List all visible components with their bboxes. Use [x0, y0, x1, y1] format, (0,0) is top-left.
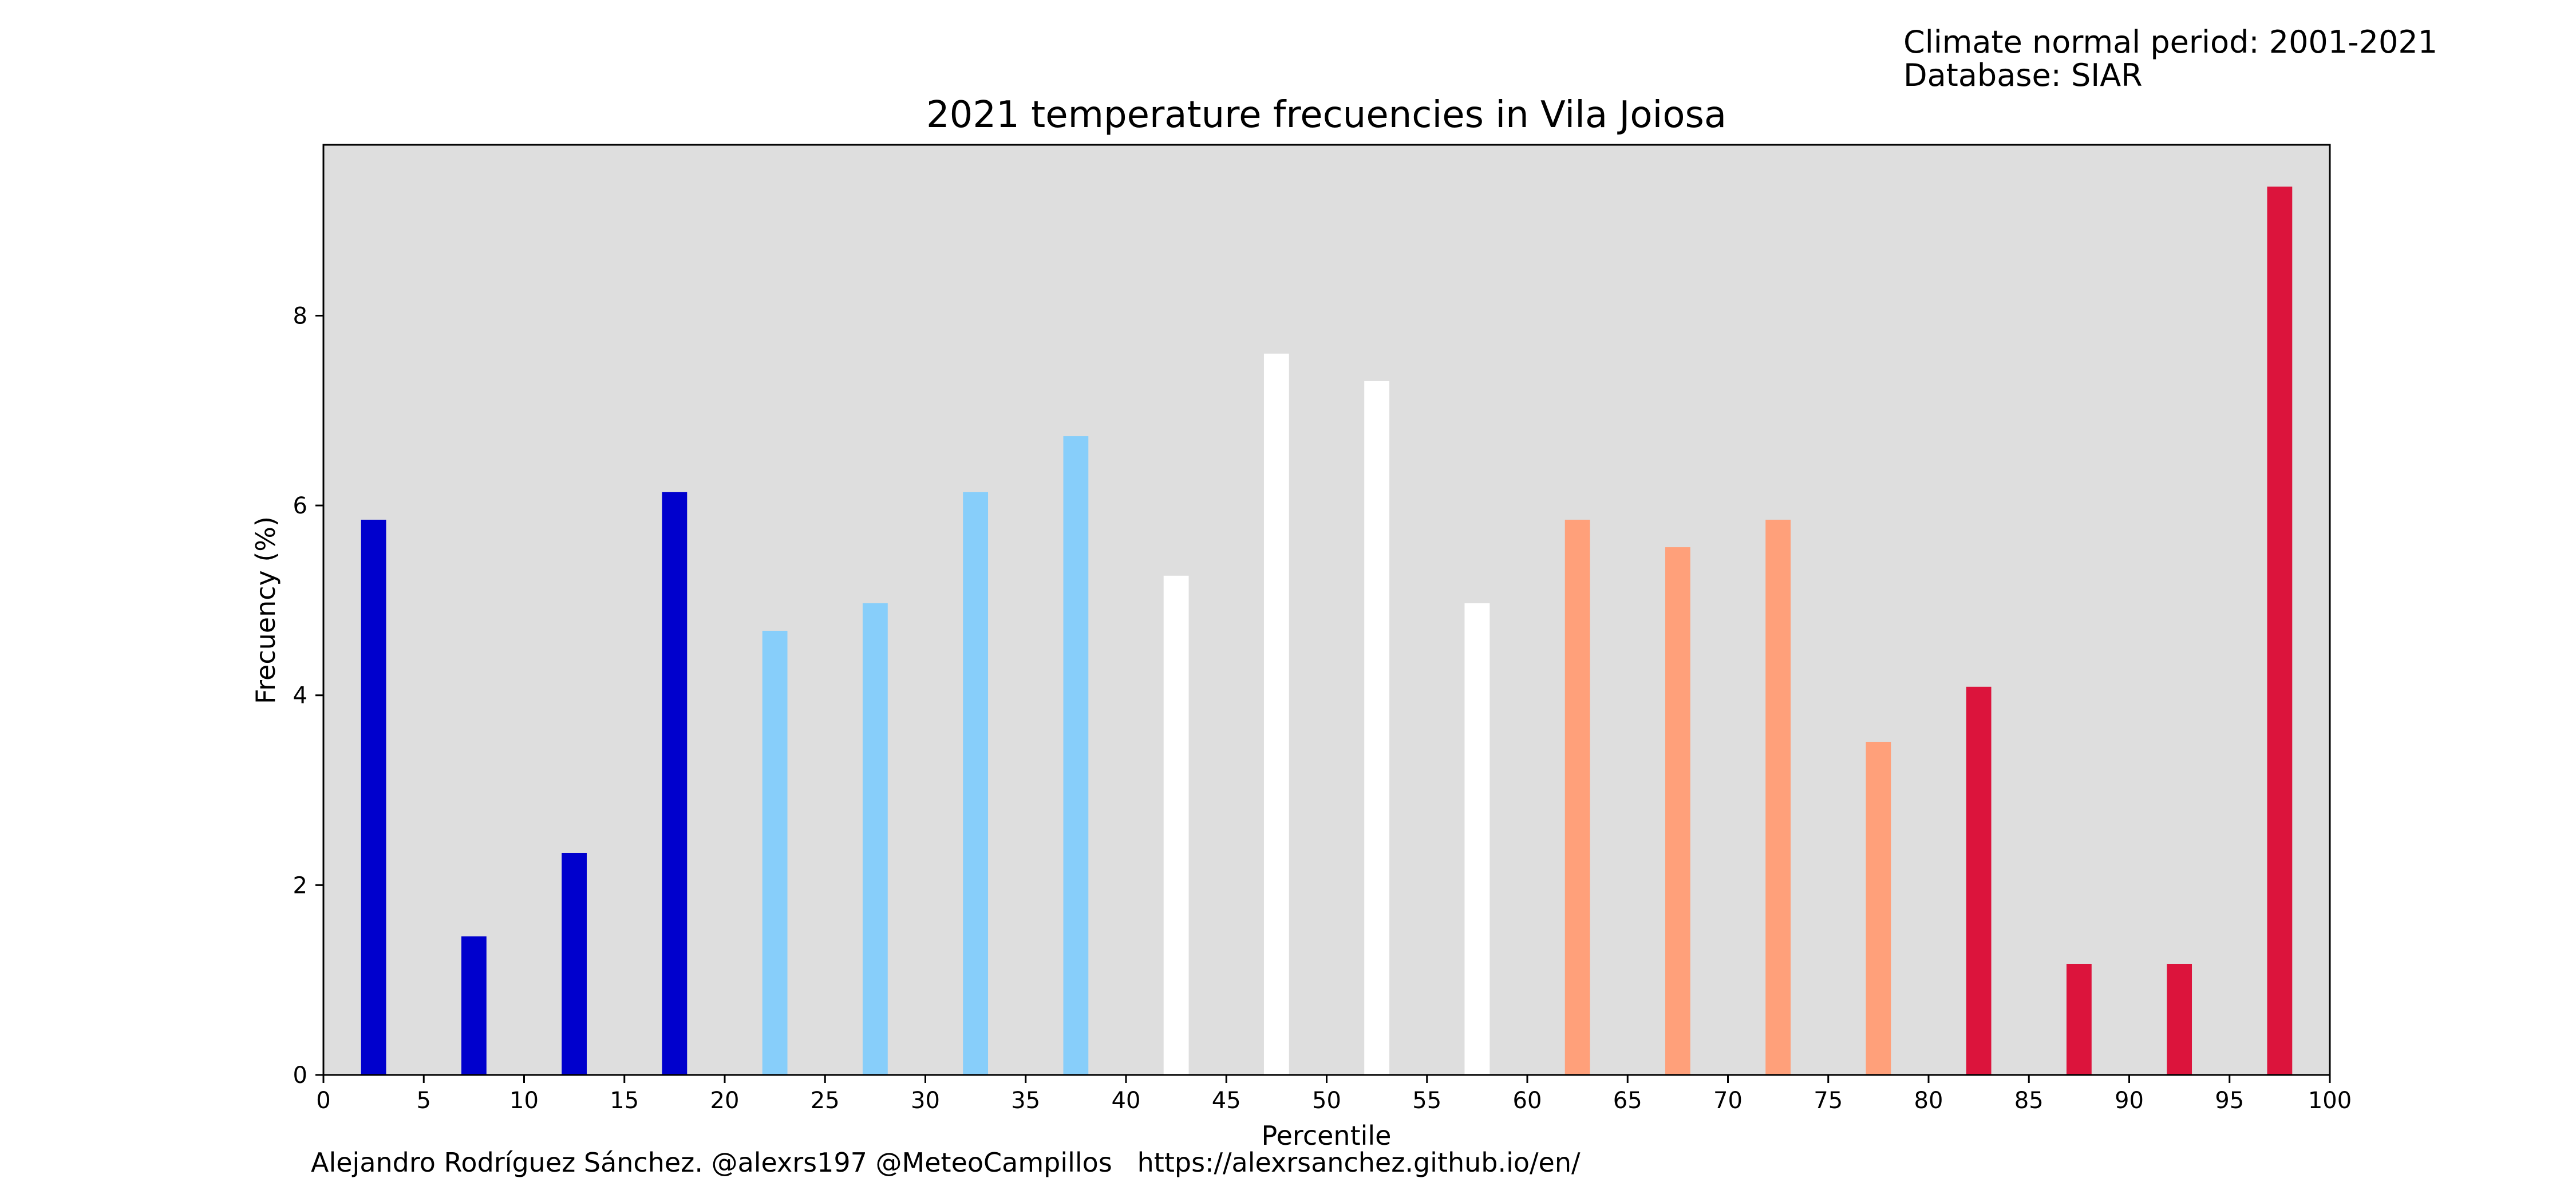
- x-tick-label: 60: [1513, 1088, 1542, 1114]
- x-tick-label: 70: [1713, 1088, 1743, 1114]
- y-tick-label: 4: [293, 683, 307, 709]
- bar-percentile-47.5: [1263, 353, 1289, 1075]
- bars-group: [361, 186, 2293, 1076]
- x-tick-label: 65: [1613, 1088, 1642, 1114]
- bar-percentile-97.5: [2267, 186, 2293, 1075]
- y-axis: 0 2 4 6 8: [293, 303, 323, 1089]
- x-tick-label: 30: [911, 1088, 940, 1114]
- x-tick-label: 90: [2115, 1088, 2144, 1114]
- climate-normal-period-label: Climate normal period: 2001-2021: [1903, 24, 2437, 60]
- x-tick-label: 25: [811, 1088, 840, 1114]
- x-tick-label: 85: [2014, 1088, 2044, 1114]
- author-credit: Alejandro Rodríguez Sánchez. @alexrs197 …: [311, 1147, 1581, 1178]
- x-axis: 0 5 10 15 20 25 30 35 40 45 50 55 60 65 70 75 80 85 90 95 10…: [316, 1075, 2352, 1114]
- x-tick-label: 40: [1112, 1088, 1141, 1114]
- bar-percentile-12.5: [562, 852, 587, 1075]
- bar-percentile-27.5: [862, 603, 888, 1075]
- x-tick-label: 80: [1914, 1088, 1943, 1114]
- bar-percentile-67.5: [1665, 547, 1690, 1075]
- x-tick-label: 15: [610, 1088, 639, 1114]
- bar-percentile-52.5: [1364, 381, 1390, 1076]
- x-tick-label: 55: [1412, 1088, 1441, 1114]
- plot-area: [323, 145, 2330, 1075]
- x-tick-label: 0: [316, 1088, 330, 1114]
- bar-percentile-42.5: [1163, 575, 1189, 1075]
- x-tick-label: 95: [2215, 1088, 2244, 1114]
- bar-percentile-77.5: [1866, 741, 1891, 1075]
- y-tick-label: 2: [293, 872, 307, 899]
- x-axis-label: Percentile: [1262, 1120, 1392, 1151]
- bar-percentile-22.5: [762, 630, 788, 1075]
- database-label: Database: SIAR: [1903, 57, 2143, 93]
- x-tick-label: 35: [1011, 1088, 1040, 1114]
- x-tick-label: 50: [1312, 1088, 1341, 1114]
- bar-percentile-62.5: [1564, 519, 1590, 1075]
- bar-percentile-7.5: [461, 936, 487, 1075]
- bar-percentile-92.5: [2167, 963, 2192, 1075]
- bar-percentile-32.5: [963, 492, 989, 1075]
- y-tick-label: 8: [293, 303, 307, 329]
- x-tick-label: 10: [509, 1088, 539, 1114]
- x-tick-label: 75: [1814, 1088, 1843, 1114]
- bar-percentile-72.5: [1765, 519, 1791, 1075]
- bar-percentile-57.5: [1464, 603, 1490, 1075]
- bar-percentile-82.5: [1966, 686, 1992, 1075]
- bar-percentile-2.5: [361, 519, 386, 1075]
- y-tick-label: 0: [293, 1062, 307, 1089]
- x-tick-label: 5: [417, 1088, 431, 1114]
- x-tick-label: 20: [710, 1088, 740, 1114]
- y-axis-label: Frecuency (%): [250, 516, 281, 704]
- y-tick-label: 6: [293, 493, 307, 519]
- bar-percentile-17.5: [662, 492, 688, 1075]
- bar-percentile-87.5: [2066, 963, 2092, 1075]
- chart-title: 2021 temperature frecuencies in Vila Joi…: [926, 94, 1726, 136]
- bar-percentile-37.5: [1063, 436, 1089, 1075]
- x-tick-label: 45: [1212, 1088, 1241, 1114]
- x-tick-label: 100: [2308, 1088, 2352, 1114]
